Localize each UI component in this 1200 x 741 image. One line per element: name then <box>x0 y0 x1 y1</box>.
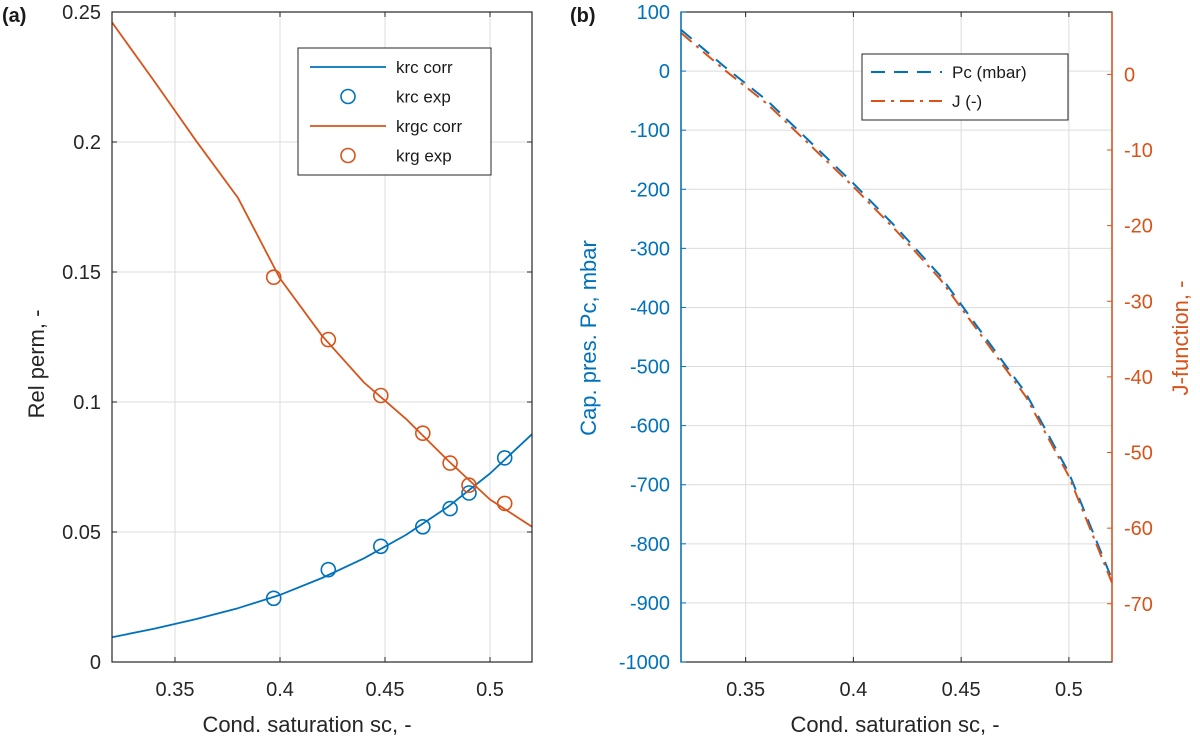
panel-a-x-tick-label: 0.4 <box>266 679 294 701</box>
panel-b-right-y-tick-label: -50 <box>1124 443 1153 465</box>
data-point-krc-exp <box>320 561 337 578</box>
panel-b-left-y-axis-label: Cap. pres. Pc, mbar <box>576 240 601 436</box>
data-point-krg-exp <box>496 495 513 512</box>
panel-a-y-tick-label: 0.2 <box>73 132 101 154</box>
panel-b-right-y-tick-labels: 0 -10 -20 -30 -40 -50 -60 -70 <box>1124 64 1153 615</box>
panel-b: (b) 0.35 0.4 0.45 0.5 1000-100-200-300-400-… <box>570 2 1193 737</box>
panel-b-left-y-tick-labels: 100 0 -100 -200 -300 -400 -500 -600 -700 -800 -900… <box>619 2 670 674</box>
panel-b-left-y-tick-label: 100 <box>637 2 670 24</box>
data-point-krg-exp <box>414 425 431 442</box>
panel-a-x-tick-label: 0.35 <box>156 679 195 701</box>
panel-b-left-y-tick-label: -800 <box>630 534 670 556</box>
panel-b-x-tick-label: 0.5 <box>1055 679 1083 701</box>
panel-b-left-y-tick-label: -700 <box>630 475 670 497</box>
panel-a-ticks <box>112 11 532 663</box>
legend-label-Pc-mbar: Pc (mbar) <box>952 63 1027 82</box>
panel-a-series-markers <box>265 269 513 607</box>
panel-b-left-y-tick-label: -600 <box>630 416 670 438</box>
panel-b-right-y-tick-label: -70 <box>1124 594 1153 616</box>
panel-b-colored-axes <box>680 12 1113 662</box>
panel-b-right-y-tick-label: -60 <box>1124 518 1153 540</box>
panel-b-right-y-tick-label: 0 <box>1124 64 1135 86</box>
panel-b-label: (b) <box>570 5 596 27</box>
data-point-krg-exp <box>265 269 282 286</box>
panel-a-y-tick-label: 0.25 <box>62 2 101 24</box>
legend-label-krc-exp: krc exp <box>396 88 451 107</box>
series-line-Pc-mbar <box>680 28 1113 580</box>
panel-b-right-y-axis-label: J-function, - <box>1168 281 1193 396</box>
panel-b-legend-box <box>861 53 1069 121</box>
panel-a-legend: krc corr krc exp krgc corr krg exp <box>297 47 492 176</box>
panel-b-legend: Pc (mbar) J (-) <box>861 53 1069 121</box>
panel-b-right-y-tick-label: -20 <box>1124 216 1153 238</box>
panel-a-y-tick-label: 0.1 <box>73 392 101 414</box>
legend-swatch-krg-exp <box>340 147 356 164</box>
panel-b-left-y-tick-label: -100 <box>630 120 670 142</box>
panel-a-x-tick-label: 0.5 <box>476 679 504 701</box>
panel-b-right-y-tick-label: -40 <box>1124 367 1153 389</box>
legend-label-krg-exp: krg exp <box>396 147 452 166</box>
data-point-krc-exp <box>496 450 513 466</box>
panel-a: (a) 0.35 0.4 0.45 0.5 0 0.05 0.1 0.15 0.2 0.25 C… <box>2 2 533 737</box>
panel-a-x-tick-labels: 0.35 0.4 0.45 0.5 <box>156 679 504 701</box>
panel-b-x-axis-label: Cond. saturation sc, - <box>790 712 999 737</box>
legend-swatch-krc-exp <box>340 88 356 105</box>
panel-a-y-tick-label: 0.05 <box>62 522 101 544</box>
panel-b-x-tick-label: 0.35 <box>726 679 765 701</box>
data-point-krg-exp <box>320 331 337 348</box>
legend-label-krgc-corr: krgc corr <box>396 117 462 136</box>
panel-b-x-tick-label: 0.4 <box>839 679 867 701</box>
series-line-J <box>680 32 1113 584</box>
panel-b-ticks <box>681 11 1112 663</box>
panel-a-y-axis-label: Rel perm, - <box>24 310 49 419</box>
legend-label-J: J (-) <box>952 92 982 111</box>
data-point-krc-exp <box>442 500 458 517</box>
panel-a-label: (a) <box>2 5 26 27</box>
panel-a-y-tick-label: 0.15 <box>62 262 101 284</box>
data-point-krc-exp <box>414 518 431 535</box>
panel-b-x-tick-labels: 0.35 0.4 0.45 0.5 <box>726 679 1083 701</box>
data-point-krc-exp <box>265 590 282 607</box>
panel-b-left-y-tick-label: -200 <box>630 179 670 201</box>
panel-b-left-y-tick-label: -1000 <box>619 652 670 674</box>
panel-b-left-y-tick-label: -400 <box>630 297 670 319</box>
panel-b-right-y-tick-label: -10 <box>1124 140 1153 162</box>
data-point-krg-exp <box>372 387 389 404</box>
data-point-krc-exp <box>372 538 389 555</box>
panel-a-x-axis-label: Cond. saturation sc, - <box>202 712 411 737</box>
data-point-krc-exp <box>461 485 477 501</box>
panel-b-left-y-tick-label: -500 <box>630 357 670 379</box>
panel-b-left-y-tick-label: -300 <box>630 238 670 260</box>
data-point-krg-exp <box>461 477 477 494</box>
panel-a-axes-frame <box>111 11 533 663</box>
panel-b-right-y-tick-label: -30 <box>1124 291 1153 313</box>
panel-a-legend-box <box>297 47 492 176</box>
legend-label-krc-corr: krc corr <box>396 58 453 77</box>
panel-b-left-y-tick-label: 0 <box>659 61 670 83</box>
panel-b-series-lines <box>680 28 1113 584</box>
panel-b-x-tick-label: 0.45 <box>942 679 981 701</box>
panel-a-x-tick-label: 0.45 <box>366 679 405 701</box>
panel-a-y-tick-labels: 0 0.05 0.1 0.15 0.2 0.25 <box>62 2 101 674</box>
data-point-krg-exp <box>442 455 458 471</box>
panel-b-left-y-tick-label: -900 <box>630 593 670 615</box>
panel-a-y-tick-label: 0 <box>90 652 101 674</box>
